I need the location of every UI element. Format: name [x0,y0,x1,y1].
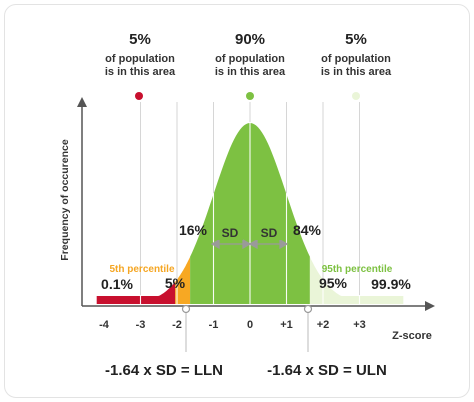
region-left-pct: 5% [129,31,151,48]
sd-right-label: SD [261,226,278,240]
sd-left-label: SD [222,226,239,240]
sd-right-box [256,224,282,240]
y-axis-arrow [77,97,87,107]
region-left-line2: is in this area [105,66,176,78]
region-center-pct: 90% [235,31,265,48]
region-center-line2: is in this area [215,66,286,78]
sd-left-box [217,224,243,240]
region-left-line1: of population [105,53,175,65]
upper-tail-area [309,256,404,304]
upper-tail-pct: 99.9% [371,276,411,292]
region-right-pct: 5% [345,31,367,48]
region-center-line1: of population [215,53,285,65]
fifth-percentile-value: 5% [165,275,186,291]
x-tick-label: 0 [247,319,253,331]
region-right-line1: of population [321,53,391,65]
right-inner-pct: 84% [293,222,322,238]
x-tick-label: +3 [353,319,366,331]
sd-arrows [210,238,289,250]
ninety-fifth-label: 95th percentile [322,264,393,275]
x-tick-label: +2 [317,319,330,331]
x-axis-label: Z-score [392,330,432,342]
lln-marker [181,304,191,314]
lln-formula: -1.64 x SD = LLN [105,362,223,379]
x-axis-arrow [425,301,435,311]
region-left-dot [135,92,143,100]
x-tick-label: -2 [172,319,182,331]
x-tick-label: +1 [280,319,293,331]
x-tick-label: -1 [209,319,219,331]
x-tick-label: -4 [99,319,110,331]
fifth-percentile-band [175,256,191,304]
x-tick-label: -3 [136,319,146,331]
ninety-fifth-value: 95% [319,275,348,291]
region-right-line2: is in this area [321,66,392,78]
region-center-dot [246,92,254,100]
z-score-gridlines [139,102,361,304]
region-right-dot [352,92,360,100]
fifth-percentile-label: 5th percentile [109,264,174,275]
uln-marker [303,304,313,314]
x-tick-labels: -4 -3 -2 -1 0 +1 +2 +3 [99,319,366,331]
lower-tail-area [96,281,176,304]
uln-formula: -1.64 x SD = ULN [267,362,387,379]
lower-tail-pct: 0.1% [101,276,133,292]
y-axis-label: Frequency of occurence [59,139,71,261]
left-inner-pct: 16% [179,222,208,238]
